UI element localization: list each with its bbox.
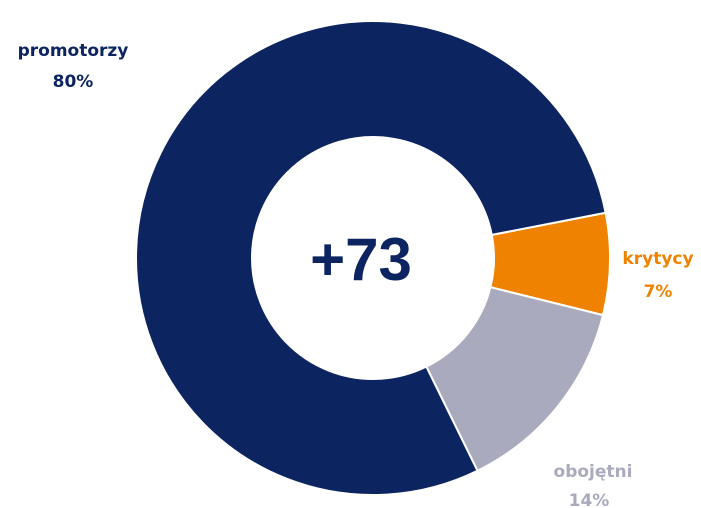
donut-slice-obojetni [424, 285, 605, 473]
slice-label-obojetni: obojętni 14% [554, 462, 633, 508]
slice-percent-promotorzy: 80% [53, 72, 94, 92]
slice-name-promotorzy: promotorzy [18, 41, 129, 61]
slices-layer [135, 20, 611, 496]
donut-slice-promotorzy [135, 20, 607, 496]
slice-percent-krytycy: 7% [644, 282, 673, 302]
slice-name-obojetni: obojętni [554, 462, 633, 482]
slice-label-krytycy: krytycy 7% [622, 249, 693, 302]
slice-label-promotorzy: promotorzy 80% [18, 41, 129, 92]
center-score-label: +73 [310, 226, 412, 293]
slice-percent-obojetni: 14% [569, 491, 610, 508]
slice-name-krytycy: krytycy [622, 249, 693, 269]
